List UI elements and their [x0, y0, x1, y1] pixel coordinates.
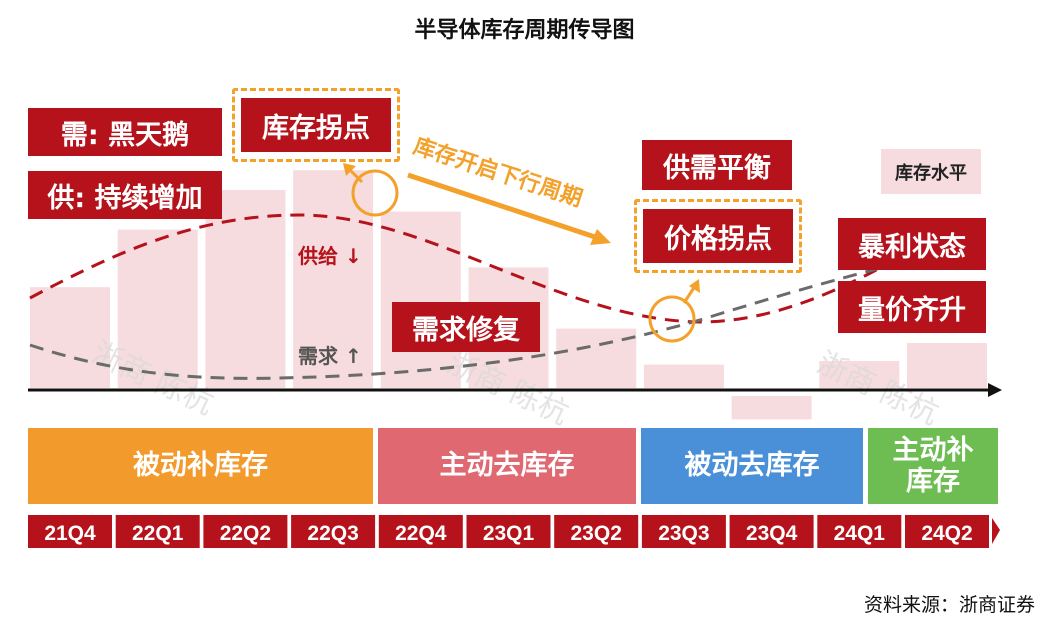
inventory-bar-21Q4	[30, 287, 110, 388]
inventory-bar-22Q3	[293, 170, 374, 388]
supply-down-label: 供给 ↓	[298, 244, 362, 268]
time-axis-arrow	[988, 383, 1002, 397]
quarter-label-22Q4: 22Q4	[395, 522, 447, 545]
downcycle-label: 库存开启下行周期	[410, 133, 585, 212]
phase-passive-restock: 被动补库存	[28, 428, 373, 504]
source-note: 资料来源：浙商证券	[863, 594, 1035, 616]
quarter-cell-23Q2	[554, 515, 639, 548]
demand-black-swan-label: 需: 黑天鹅	[28, 108, 222, 156]
price-connector-arrow	[682, 285, 697, 304]
quarter-label-22Q1: 22Q1	[132, 522, 184, 545]
quarter-label-23Q1: 23Q1	[483, 522, 535, 545]
price-connector-arrowhead	[689, 279, 700, 293]
quarter-label-24Q2: 24Q2	[921, 522, 972, 545]
quarter-cell-22Q3	[291, 515, 376, 548]
inventory-bar-23Q4	[731, 396, 812, 420]
chart-title: 半导体库存周期传导图	[414, 17, 635, 43]
demand-up-label: 需求 ↑	[298, 344, 362, 368]
quarter-cell-22Q1	[115, 515, 200, 548]
quarter-label-22Q2: 22Q2	[220, 522, 271, 545]
downcycle-arrowhead	[590, 229, 611, 245]
quarter-label-23Q2: 23Q2	[571, 522, 622, 545]
price-inflection-label: 价格拐点	[643, 209, 793, 263]
quarter-label-24Q1: 24Q1	[834, 522, 886, 545]
demand-curve	[29, 256, 921, 380]
price-inflection-marker	[648, 295, 696, 343]
volume-price-rise-label: 量价齐升	[838, 281, 986, 333]
supply-increase-label: 供: 持续增加	[28, 171, 222, 219]
supply-demand-balance-label: 供需平衡	[642, 140, 792, 190]
quarter-label-23Q3: 23Q3	[658, 522, 709, 545]
inventory-bar-22Q4	[380, 211, 461, 388]
inventory-inflection-frame	[232, 88, 400, 162]
quarter-cell-24Q2	[905, 515, 989, 548]
inventory-bar-24Q2	[907, 343, 987, 388]
quarter-cell-23Q3	[641, 515, 726, 548]
phase-passive-destock: 被动去库存	[641, 428, 863, 504]
quarter-label-21Q4: 21Q4	[44, 522, 96, 545]
quarter-label-22Q3: 22Q3	[307, 522, 358, 545]
supply-curve	[29, 213, 881, 324]
inventory-bar-22Q1	[117, 229, 198, 388]
windfall-profit-label: 暴利状态	[838, 218, 986, 270]
quarter-cell-22Q2	[203, 515, 288, 548]
downcycle-arrow	[407, 172, 599, 241]
quarter-cell-24Q1	[817, 515, 902, 548]
phase-active-destock: 主动去库存	[378, 428, 636, 504]
inventory-bar-23Q2	[556, 328, 637, 388]
demand-repair-label: 需求修复	[392, 302, 540, 352]
quarter-label-23Q4: 23Q4	[746, 522, 798, 545]
quarter-bar-arrow	[992, 518, 1000, 544]
phase-active-restock: 主动补库存	[868, 428, 998, 504]
inventory-connector-arrowhead	[343, 163, 356, 176]
price-inflection-frame	[634, 199, 802, 273]
quarter-cell-23Q4	[729, 515, 814, 548]
inventory-bar-22Q2	[205, 190, 286, 388]
quarter-cell-21Q4	[28, 515, 112, 548]
quarter-cell-23Q1	[466, 515, 551, 548]
inventory-level-legend: 库存水平	[881, 149, 981, 194]
quarter-cell-22Q4	[378, 515, 463, 548]
inventory-inflection-label: 库存拐点	[241, 98, 391, 152]
inventory-bar-23Q3	[643, 364, 724, 388]
inventory-bar-24Q1	[819, 361, 900, 388]
inventory-inflection-marker	[351, 169, 399, 217]
